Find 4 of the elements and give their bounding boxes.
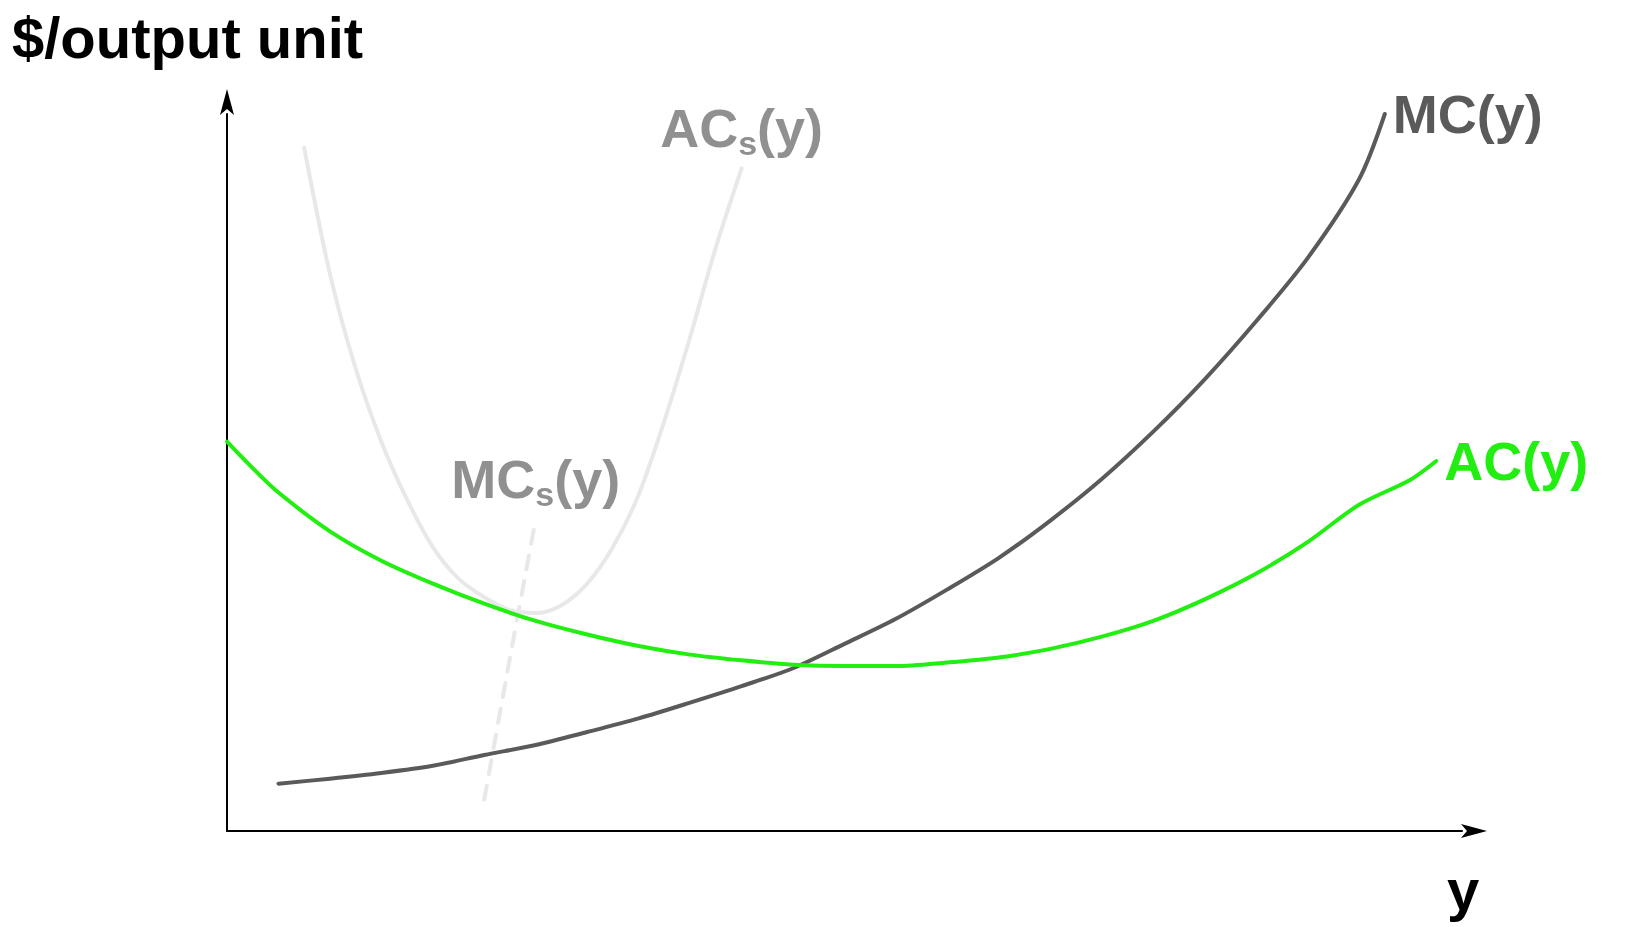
series-label: MC(y) — [1392, 84, 1543, 144]
x-axis-title: y — [1447, 856, 1480, 922]
y-axis-title: $/output unit — [12, 4, 364, 70]
series-label: AC(y) — [1444, 431, 1589, 492]
